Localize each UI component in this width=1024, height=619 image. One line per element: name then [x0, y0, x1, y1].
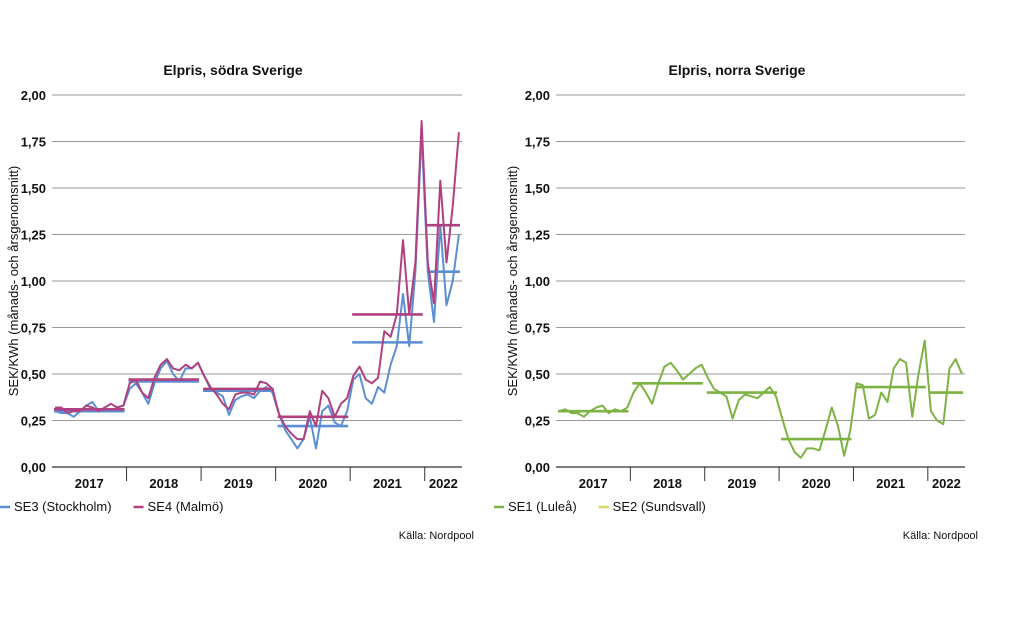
y-tick-label: 2,00 [21, 88, 46, 103]
monthly-series-line [558, 339, 963, 459]
source-note: Källa: Nordpool [903, 530, 978, 542]
x-tick-label: 2017 [579, 476, 608, 491]
y-tick-label: 0,50 [525, 367, 550, 382]
y-tick-label: 0,25 [21, 414, 46, 429]
y-tick-label: 0,25 [525, 414, 550, 429]
y-tick-label: 1,25 [525, 228, 550, 243]
legend-label: SE2 (Sundsvall) [613, 499, 706, 514]
y-tick-label: 1,00 [21, 274, 46, 289]
x-tick-label: 2018 [653, 476, 682, 491]
y-tick-label: 1,75 [21, 135, 46, 150]
y-tick-label: 1,50 [525, 181, 550, 196]
y-tick-label: 0,00 [525, 460, 550, 475]
x-tick-label: 2021 [373, 476, 402, 491]
x-tick-label: 2020 [802, 476, 831, 491]
source-note: Källa: Nordpool [399, 530, 474, 542]
x-tick-label: 2020 [298, 476, 327, 491]
y-tick-label: 1,25 [21, 228, 46, 243]
x-tick-label: 2017 [75, 476, 104, 491]
y-tick-label: 2,00 [525, 88, 550, 103]
x-tick-label: 2019 [224, 476, 253, 491]
x-tick-label: 2019 [727, 476, 756, 491]
x-tick-label: 2022 [429, 476, 458, 491]
chart-title: Elpris, södra Sverige [163, 62, 302, 78]
y-axis-label: SEK/KWh (månads- och årsgenomsnitt) [6, 166, 21, 396]
y-tick-label: 0,75 [525, 321, 550, 336]
y-tick-label: 1,00 [525, 274, 550, 289]
legend-label: SE3 (Stockholm) [14, 499, 112, 514]
y-axis-label: SEK/KWh (månads- och årsgenomsnitt) [505, 166, 520, 396]
y-tick-label: 0,50 [21, 367, 46, 382]
monthly-series-line [55, 120, 460, 441]
x-tick-label: 2022 [932, 476, 961, 491]
chart-title: Elpris, norra Sverige [669, 62, 806, 78]
legend-label: SE1 (Luleå) [508, 499, 577, 514]
y-tick-label: 0,75 [21, 321, 46, 336]
y-tick-label: 1,50 [21, 181, 46, 196]
legend-label: SE4 (Malmö) [148, 499, 224, 514]
y-tick-label: 1,75 [525, 135, 550, 150]
x-tick-label: 2021 [876, 476, 905, 491]
y-tick-label: 0,00 [21, 460, 46, 475]
x-tick-label: 2018 [149, 476, 178, 491]
